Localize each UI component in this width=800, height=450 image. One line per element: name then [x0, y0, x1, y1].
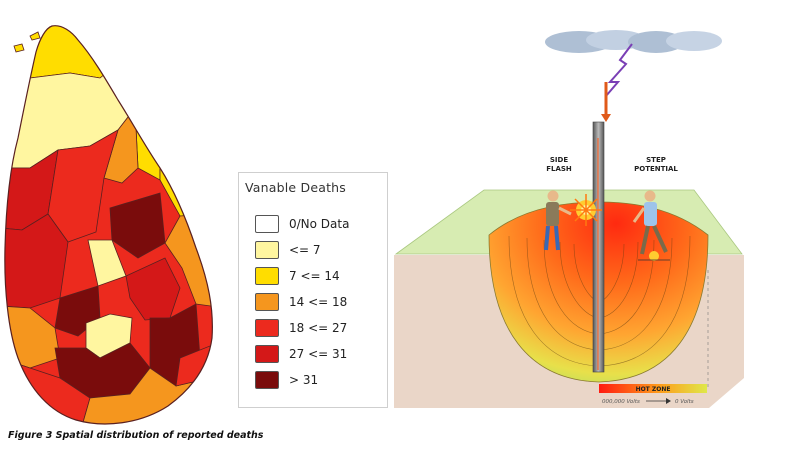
legend-swatch: [255, 319, 279, 337]
side-flash-burst: [570, 194, 602, 226]
legend-label: 7 <= 14: [289, 269, 340, 283]
legend-item-18-27: 18 <= 27: [255, 317, 347, 339]
legend-item-7-14: 7 <= 14: [255, 265, 340, 287]
legend-item-le-7: <= 7: [255, 239, 321, 261]
legend-swatch: [255, 371, 279, 389]
side-flash-label-line2: FLASH: [546, 165, 572, 173]
legend-swatch: [255, 241, 279, 259]
step-potential-label-line1: STEP: [646, 156, 666, 164]
legend-label: 18 <= 27: [289, 321, 348, 335]
legend-swatch: [255, 215, 279, 233]
lightning-bolt: [605, 43, 633, 97]
legend-label: > 31: [289, 373, 319, 387]
person-step-potential: [632, 190, 670, 261]
legend-item-27-31: 27 <= 31: [255, 343, 347, 365]
voltage-right-label: 0 Volts: [675, 399, 694, 405]
legend-item-gt-31: > 31: [255, 369, 318, 391]
hot-zone-scale: HOT ZONE 000,000 Volts 0 Volts: [599, 384, 707, 405]
legend-label: 0/No Data: [289, 217, 350, 231]
map-legend: Vanable Deaths 0/No Data <= 7 7 <= 14 14…: [238, 172, 388, 408]
step-potential-label-line2: POTENTIAL: [634, 165, 678, 173]
voltage-left-label: 000,000 Volts: [602, 399, 640, 405]
legend-label: <= 7: [289, 243, 321, 257]
hot-zone-label: HOT ZONE: [636, 386, 671, 393]
legend-title: Vanable Deaths: [245, 180, 347, 195]
legend-swatch: [255, 267, 279, 285]
legend-swatch: [255, 293, 279, 311]
side-flash-label-line1: SIDE: [550, 156, 568, 164]
storm-cloud: [545, 30, 722, 53]
legend-item-14-18: 14 <= 18: [255, 291, 347, 313]
lightning-ground-potential-diagram: SIDE FLASH STEP POTENTIAL HOT ZONE 000,0…: [394, 30, 744, 408]
legend-label: 14 <= 18: [289, 295, 348, 309]
legend-label: 27 <= 31: [289, 347, 348, 361]
person-side-flash: [544, 190, 572, 251]
sri-lanka-choropleth-map: [4, 25, 213, 425]
figure-caption: Figure 3 Spatial distribution of reporte…: [8, 430, 264, 441]
legend-item-no-data: 0/No Data: [255, 213, 349, 235]
legend-swatch: [255, 345, 279, 363]
lightning-rod: [592, 82, 611, 373]
